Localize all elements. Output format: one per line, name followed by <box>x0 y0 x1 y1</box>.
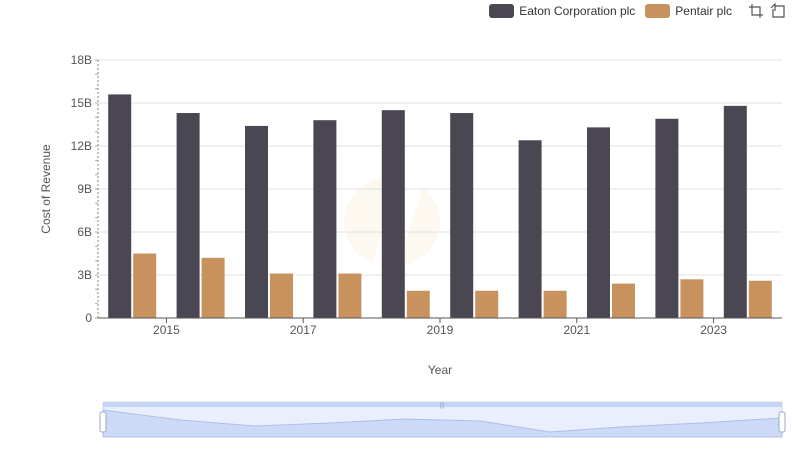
bar-eaton[interactable] <box>381 110 405 319</box>
legend: Eaton Corporation plc Pentair plc <box>489 3 786 19</box>
zoom-selected-range[interactable] <box>103 402 782 437</box>
bar-eaton[interactable] <box>245 125 268 318</box>
x-tick-label: 2023 <box>700 323 727 337</box>
zoom-back-icon[interactable] <box>770 3 786 19</box>
legend-swatch-eaton <box>489 4 515 18</box>
bar-pentair[interactable] <box>543 290 567 318</box>
bar-pentair[interactable] <box>406 290 430 318</box>
restore-zoom-icon[interactable] <box>748 3 764 19</box>
x-tick-label: 2019 <box>427 323 454 337</box>
bar-eaton[interactable] <box>587 127 610 318</box>
bar-pentair[interactable] <box>201 257 225 318</box>
zoom-preview-area <box>102 409 783 438</box>
bar-eaton[interactable] <box>723 105 747 318</box>
legend-swatch-pentair <box>645 4 671 18</box>
y-tick-label: 15B <box>71 96 92 110</box>
grid <box>98 59 782 276</box>
y-tick-label: 6B <box>77 225 92 239</box>
y-tick-label: 18B <box>71 53 92 67</box>
legend-label-eaton: Eaton Corporation plc <box>519 4 636 18</box>
y-tick-label: 0 <box>85 311 92 325</box>
bar-eaton[interactable] <box>655 118 679 319</box>
y-tick-label: 3B <box>77 268 92 282</box>
bar-eaton[interactable] <box>176 113 200 319</box>
y-tick-label: 12B <box>71 139 92 153</box>
axes: 0 3B 6B 9B 12B 15B 18B 2015 2017 2019 2021 2023 <box>71 53 782 337</box>
bar-eaton[interactable] <box>313 120 337 318</box>
bar-eaton[interactable] <box>108 94 132 319</box>
x-tick-label: 2017 <box>290 323 317 337</box>
bar-pentair[interactable] <box>133 253 157 319</box>
bar-pentair[interactable] <box>680 279 704 318</box>
zoom-handle-right[interactable] <box>778 411 786 433</box>
legend-item-pentair[interactable]: Pentair plc <box>645 4 732 18</box>
zoom-top-bar[interactable] <box>103 402 782 407</box>
x-tick-label: 2015 <box>153 323 180 337</box>
zoom-handle-left[interactable] <box>99 411 107 433</box>
data-zoom-slider[interactable]: ||| <box>99 401 786 438</box>
y-axis-title: Cost of Revenue <box>39 144 53 234</box>
bars <box>108 94 772 319</box>
zoom-grip-mark: ||| <box>440 403 445 409</box>
bar-eaton[interactable] <box>518 140 542 318</box>
bar-pentair[interactable] <box>270 273 293 318</box>
legend-label-pentair: Pentair plc <box>675 4 732 18</box>
bar-pentair[interactable] <box>612 283 635 318</box>
bar-pentair[interactable] <box>338 273 362 318</box>
x-axis-title: Year <box>428 363 452 377</box>
y-tick-label: 9B <box>77 182 92 196</box>
bar-eaton[interactable] <box>450 113 474 319</box>
x-tick-label: 2021 <box>563 323 590 337</box>
bar-pentair[interactable] <box>748 280 772 318</box>
bar-pentair[interactable] <box>475 290 499 318</box>
legend-item-eaton[interactable]: Eaton Corporation plc <box>489 4 635 18</box>
